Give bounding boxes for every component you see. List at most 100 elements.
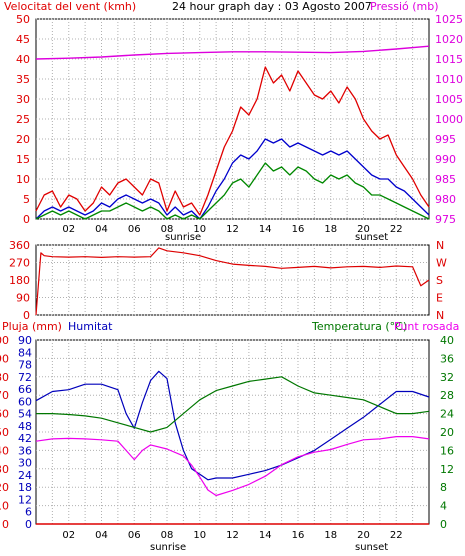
y-tick-label: 980 xyxy=(435,193,456,206)
bottom-time-ticks: 02 04 06 08 10 12 14 16 18 20 22 xyxy=(62,530,402,541)
y-tick-label: 1020 xyxy=(435,33,463,46)
top-time-ticks: 02 04 06 08 10 12 14 16 18 20 22 xyxy=(62,224,402,235)
wind-axis-label: Velocitat del vent (kmh) xyxy=(4,0,136,13)
y-tick-label: 40 xyxy=(440,334,454,347)
y-tick-label: 40 xyxy=(0,444,9,457)
y-tick-label: 90 xyxy=(0,352,9,365)
y-tick-label: 990 xyxy=(435,153,456,166)
direction-y-ticks: 0 90 180 270 360 xyxy=(9,239,30,322)
x-tick-label: 04 xyxy=(95,224,108,235)
y-tick-label: 0 xyxy=(2,518,9,531)
y-tick-label: 15 xyxy=(16,153,30,166)
y-tick-label: 35 xyxy=(16,73,30,86)
wind-direction-plot xyxy=(35,244,430,316)
humidity-tick-label: 30 xyxy=(18,457,32,470)
compass-label: N xyxy=(436,309,444,322)
sunrise-label-top: sunrise xyxy=(165,232,201,243)
y-tick-label: 100 xyxy=(0,334,9,347)
y-tick-label: 1005 xyxy=(435,93,463,106)
humidity-tick-label: 42 xyxy=(18,432,32,445)
x-tick-label: 06 xyxy=(128,224,141,235)
x-tick-label: 22 xyxy=(390,530,403,541)
wind_min-line xyxy=(35,162,430,220)
y-tick-label: 5 xyxy=(23,193,30,206)
y-tick-label: 270 xyxy=(9,257,30,270)
compass-label: N xyxy=(436,239,444,252)
y-tick-label: 975 xyxy=(435,213,456,226)
pressure-y-ticks: 975 980 985 990 995 1000 1005 1010 1015 1020 1025 xyxy=(435,13,463,226)
x-tick-label: 20 xyxy=(357,530,370,541)
x-tick-label: 16 xyxy=(292,530,305,541)
y-tick-label: 90 xyxy=(16,292,30,305)
y-tick-label: 70 xyxy=(0,389,9,402)
x-tick-label: 04 xyxy=(95,530,108,541)
y-tick-label: 30 xyxy=(16,93,30,106)
y-tick-label: 1000 xyxy=(435,113,463,126)
humidity-tick-label: 18 xyxy=(18,481,32,494)
bottom-series xyxy=(35,370,430,525)
y-tick-label: 8 xyxy=(440,481,447,494)
dewpoint-line xyxy=(35,436,430,497)
temperature-y-ticks: 0 4 8 12 16 20 24 28 32 36 40 xyxy=(440,334,454,531)
pressure-axis-label: Pressió (mb) xyxy=(370,0,439,13)
y-tick-label: 28 xyxy=(440,389,454,402)
wind_avg-line xyxy=(35,138,430,220)
x-tick-label: 14 xyxy=(259,224,272,235)
direction-grid xyxy=(36,244,429,316)
humidity-axis-label: Humitat xyxy=(68,320,113,333)
y-tick-label: 985 xyxy=(435,173,456,186)
sunset-label-top: sunset xyxy=(355,232,388,243)
humidity-tick-label: 48 xyxy=(18,420,32,433)
y-tick-label: 12 xyxy=(440,463,454,476)
humidity-tick-label: 0 xyxy=(25,518,32,531)
humidity-tick-label: 78 xyxy=(18,359,32,372)
y-tick-label: 32 xyxy=(440,371,454,384)
compass-label: S xyxy=(436,274,443,287)
x-tick-label: 18 xyxy=(324,530,337,541)
y-tick-label: 20 xyxy=(16,133,30,146)
x-tick-label: 10 xyxy=(193,224,206,235)
y-tick-label: 1010 xyxy=(435,73,463,86)
sunset-label-bottom: sunset xyxy=(355,542,388,553)
direction-line xyxy=(35,247,430,316)
x-tick-label: 08 xyxy=(161,224,174,235)
x-tick-label: 22 xyxy=(390,224,403,235)
y-tick-label: 1015 xyxy=(435,53,463,66)
humidity-tick-label: 54 xyxy=(18,408,32,421)
y-tick-label: 0 xyxy=(23,309,30,322)
y-tick-label: 0 xyxy=(23,213,30,226)
y-tick-label: 45 xyxy=(16,33,30,46)
sunrise-label-bottom: sunrise xyxy=(150,542,186,553)
humidity-tick-label: 60 xyxy=(18,395,32,408)
x-tick-label: 20 xyxy=(357,224,370,235)
y-tick-label: 36 xyxy=(440,352,454,365)
y-tick-label: 16 xyxy=(440,444,454,457)
y-tick-label: 10 xyxy=(0,500,9,513)
y-tick-label: 25 xyxy=(16,113,30,126)
y-tick-label: 80 xyxy=(0,371,9,384)
y-tick-label: 180 xyxy=(9,274,30,287)
rain-y-ticks: 0 10 20 30 40 50 60 70 80 90 100 xyxy=(0,334,9,531)
direction-series xyxy=(35,247,430,316)
y-tick-label: 60 xyxy=(0,408,9,421)
temperature-axis-label: Temperatura (°C) xyxy=(311,320,407,333)
humidity-tick-label: 36 xyxy=(18,444,32,457)
y-tick-label: 10 xyxy=(16,173,30,186)
chart-title: 24 hour graph day : 03 Agosto 2007 xyxy=(172,0,372,13)
compass-label: E xyxy=(436,292,443,305)
y-tick-label: 995 xyxy=(435,133,456,146)
x-tick-label: 08 xyxy=(161,530,174,541)
wind-y-ticks: 0 5 10 15 20 25 30 35 40 45 50 xyxy=(16,13,30,226)
y-tick-label: 20 xyxy=(0,481,9,494)
y-tick-label: 4 xyxy=(440,500,447,513)
humidity-tick-label: 90 xyxy=(18,334,32,347)
y-tick-label: 40 xyxy=(16,53,30,66)
x-tick-label: 10 xyxy=(193,530,206,541)
humidity-line xyxy=(35,370,430,481)
x-tick-label: 18 xyxy=(324,224,337,235)
y-tick-label: 30 xyxy=(0,463,9,476)
x-tick-label: 12 xyxy=(226,224,239,235)
humidity-tick-label: 24 xyxy=(18,469,32,482)
